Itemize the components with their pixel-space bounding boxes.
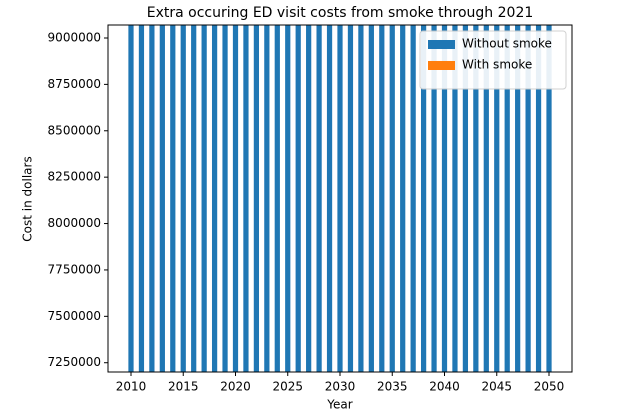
bar (358, 25, 364, 372)
bar (326, 25, 333, 372)
bar (180, 25, 186, 372)
bar (515, 25, 521, 372)
bar (274, 25, 280, 372)
bar (441, 25, 448, 372)
chart-title: Extra occuring ED visit costs from smoke… (147, 5, 534, 21)
x-tick-label: 2035 (377, 380, 408, 394)
y-tick-label: 7250000 (48, 355, 101, 369)
x-tick-label: 2020 (220, 380, 251, 394)
bar (337, 25, 343, 372)
y-tick-label: 8000000 (48, 216, 101, 230)
bar (253, 25, 260, 372)
bar (295, 25, 301, 372)
bar (316, 25, 322, 372)
y-tick-label: 7500000 (48, 309, 101, 323)
bar (525, 25, 531, 372)
legend-box (419, 30, 567, 90)
bar (149, 25, 155, 372)
bar (389, 25, 395, 372)
y-tick-label: 8500000 (48, 123, 101, 137)
x-tick-label: 2045 (481, 380, 512, 394)
x-tick-label: 2030 (325, 380, 356, 394)
bar (546, 25, 552, 372)
bar (201, 25, 207, 372)
bar (128, 25, 134, 372)
bar (473, 25, 479, 372)
bar (410, 25, 416, 372)
x-tick-label: 2025 (272, 380, 303, 394)
bar (191, 25, 197, 372)
bar (420, 25, 427, 372)
bar (211, 25, 218, 372)
bar (243, 25, 249, 372)
y-axis-label: Cost in dollars (21, 156, 35, 241)
bar (285, 25, 291, 372)
y-tick-label: 7750000 (48, 262, 101, 276)
legend-swatch (428, 40, 455, 49)
bar (535, 25, 542, 372)
plot-area (128, 25, 552, 372)
y-tick-label: 8750000 (48, 77, 101, 91)
legend-label: Without smoke (462, 37, 552, 51)
x-tick-label: 2015 (168, 380, 199, 394)
bar (138, 25, 145, 372)
bar (452, 25, 458, 372)
legend-swatch (428, 61, 455, 70)
x-axis-label: Year (326, 398, 352, 412)
x-tick-label: 2040 (429, 380, 460, 394)
bar (379, 25, 385, 372)
x-tick-label: 2050 (534, 380, 565, 394)
bar (306, 25, 312, 372)
bar (347, 25, 354, 372)
bar (264, 25, 270, 372)
bar (462, 25, 469, 372)
bar (368, 25, 374, 372)
bar (504, 25, 510, 372)
bar (222, 25, 228, 372)
x-tick-label: 2010 (116, 380, 147, 394)
bar (170, 25, 176, 372)
bar (483, 25, 489, 372)
bar (232, 25, 239, 372)
bar (431, 25, 437, 372)
legend-label: With smoke (462, 58, 532, 72)
y-tick-label: 8250000 (48, 170, 101, 184)
bar (159, 25, 165, 372)
bar (400, 25, 406, 372)
bar (494, 25, 500, 372)
y-tick-label: 9000000 (48, 30, 101, 44)
